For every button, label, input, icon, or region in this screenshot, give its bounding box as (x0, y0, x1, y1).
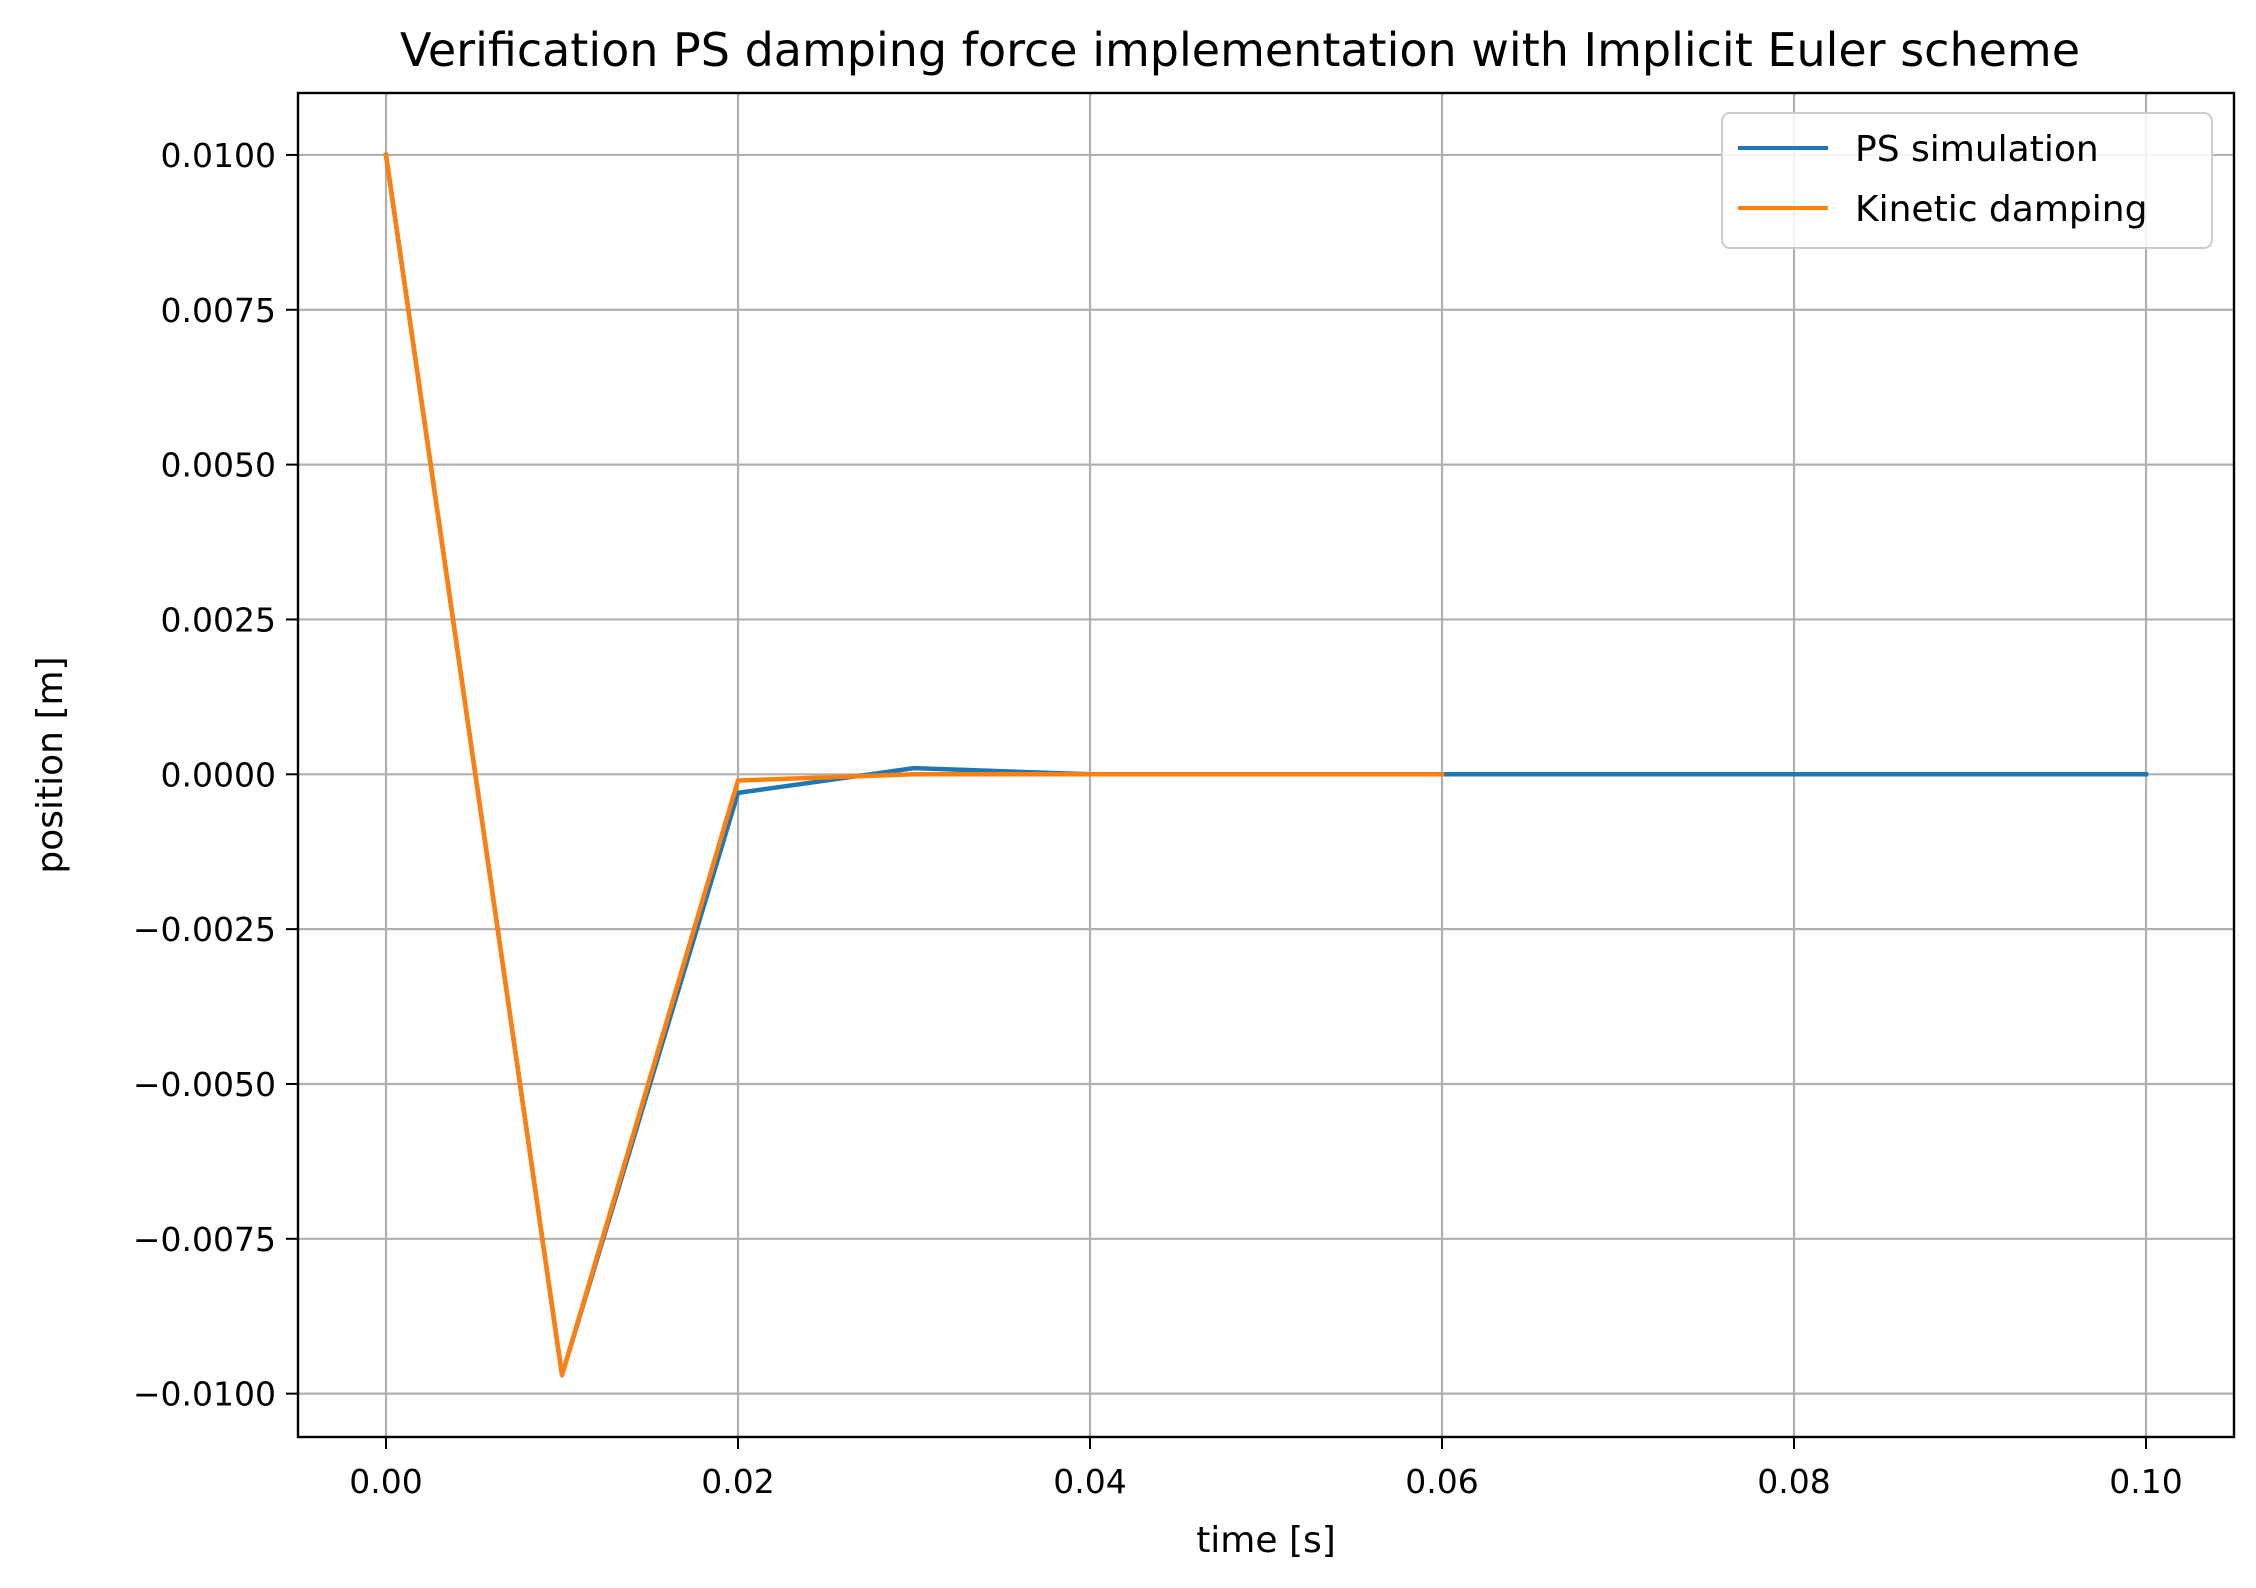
y-tick-label: −0.0050 (133, 1065, 276, 1104)
plot-frame (296, 91, 2236, 1439)
y-tick-label: 0.0100 (161, 136, 276, 175)
legend-box (1721, 112, 2213, 249)
x-tick-label: 0.00 (349, 1462, 422, 1501)
axis-ticks: 0.00 0.02 0.04 0.06 0.08 0.10 0.0100 0.0075 0.00… (133, 136, 2183, 1501)
x-tick-label: 0.02 (701, 1462, 774, 1501)
y-tick-label: 0.0025 (161, 600, 276, 639)
y-tick-label: −0.0025 (133, 910, 276, 949)
x-tick-label: 0.04 (1053, 1462, 1126, 1501)
legend-label-ps-simulation: PS simulation (1855, 129, 2099, 170)
x-tick-label: 0.10 (2109, 1462, 2182, 1501)
y-tick-label: 0.0075 (161, 291, 276, 330)
y-axis-label: position [m] (30, 656, 71, 873)
series-line-kinetic-damping (383, 152, 1445, 1378)
y-tick-label: −0.0075 (133, 1220, 276, 1259)
chart-title: Verification PS damping force implementa… (400, 23, 2080, 77)
x-tick-label: 0.06 (1405, 1462, 1478, 1501)
x-tick-label: 0.08 (1757, 1462, 1830, 1501)
y-tick-label: 0.0050 (161, 446, 276, 485)
grid-lines (298, 93, 2234, 1437)
y-tick-label: 0.0000 (161, 755, 276, 794)
legend-label-kinetic-damping: Kinetic damping (1855, 189, 2147, 230)
series-line-ps-simulation (383, 152, 2149, 1378)
x-axis-label: time [s] (1196, 1520, 1336, 1561)
y-tick-label: −0.0100 (133, 1375, 276, 1414)
legend: PS simulation Kinetic damping (1721, 112, 2213, 249)
series-lines (383, 152, 2149, 1378)
